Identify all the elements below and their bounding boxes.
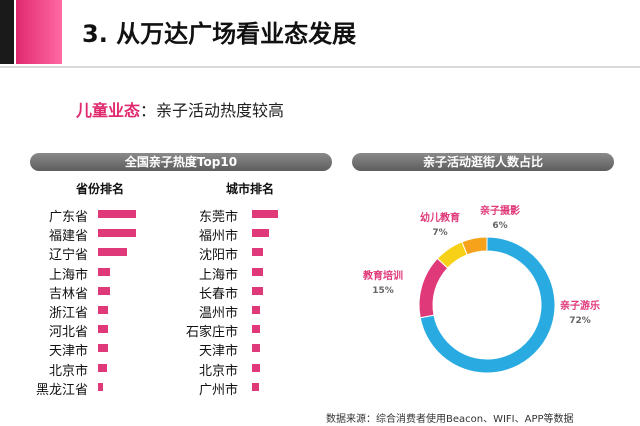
province-bar xyxy=(98,248,127,257)
data-source-note: 数据来源：综合消费者使用Beacon、WIFI、APP等数据 xyxy=(326,414,574,425)
city-bar xyxy=(252,229,270,238)
city-bar xyxy=(252,248,264,257)
city-row: 长春市 xyxy=(0,283,320,302)
donut-slice xyxy=(461,236,488,256)
province-bar xyxy=(98,305,108,314)
donut-slice xyxy=(419,236,556,374)
province-label: 上海市 xyxy=(48,267,88,283)
subtitle-sep: ： xyxy=(140,101,157,120)
province-row: 北京市 xyxy=(0,360,320,379)
subtitle: 儿童业态：亲子活动热度较高 xyxy=(76,97,284,121)
province-label: 河北省 xyxy=(48,325,88,341)
province-bar xyxy=(98,210,136,218)
city-row: 石家庄市 xyxy=(0,321,320,340)
donut-slice xyxy=(418,257,449,319)
city-bar xyxy=(252,305,261,314)
donut-slice xyxy=(436,241,468,269)
donut-slice-pct: 15% xyxy=(372,286,394,296)
header-bar: 3. 从万达广场看业态发展 xyxy=(0,0,640,64)
subtitle-highlight: 儿童业态 xyxy=(76,101,141,120)
province-row: 吉林省 xyxy=(0,283,320,302)
city-row: 温州市 xyxy=(0,302,320,321)
province-bar xyxy=(98,382,104,391)
top10-panel-title: 全国亲子热度Top10 xyxy=(30,153,332,171)
province-row: 浙江省 xyxy=(0,302,320,321)
province-rank-list: 广东省福建省辽宁省上海市吉林省浙江省河北省天津市北京市黑龙江省 xyxy=(0,206,320,398)
province-label: 天津市 xyxy=(48,344,88,360)
province-label: 黑龙江省 xyxy=(35,382,88,398)
city-label: 广州市 xyxy=(198,382,238,398)
city-bar xyxy=(252,344,261,353)
province-label: 辽宁省 xyxy=(48,248,88,264)
share-panel-title: 亲子活动逛街人数占比 xyxy=(352,153,614,171)
header-divider xyxy=(0,66,640,68)
city-row: 沈阳市 xyxy=(0,244,320,263)
city-row: 天津市 xyxy=(0,340,320,359)
donut-slice-pct: 7% xyxy=(432,228,447,238)
province-label: 吉林省 xyxy=(48,286,88,302)
province-bar xyxy=(98,286,111,295)
province-row: 广东省 xyxy=(0,206,320,225)
province-label: 浙江省 xyxy=(48,305,88,321)
province-row: 辽宁省 xyxy=(0,244,320,263)
province-bar xyxy=(98,229,136,238)
province-bar xyxy=(98,267,111,276)
city-label: 石家庄市 xyxy=(185,325,238,341)
province-row: 河北省 xyxy=(0,321,320,340)
city-label: 天津市 xyxy=(198,344,238,360)
city-label: 福州市 xyxy=(198,229,238,245)
donut-slice-label: 教育培训 xyxy=(362,269,403,282)
city-bar xyxy=(252,363,261,372)
province-row: 上海市 xyxy=(0,264,320,283)
subtitle-text: 亲子活动热度较高 xyxy=(156,101,285,120)
donut-slice-label: 幼儿教育 xyxy=(420,211,460,224)
page-title: 3. 从万达广场看业态发展 xyxy=(82,20,357,48)
city-row: 东莞市 xyxy=(0,206,320,225)
province-label: 北京市 xyxy=(48,363,88,379)
city-label: 北京市 xyxy=(198,363,238,379)
city-label: 上海市 xyxy=(198,267,238,283)
city-row: 广州市 xyxy=(0,379,320,398)
city-label: 东莞市 xyxy=(198,210,238,225)
province-bar xyxy=(98,363,108,372)
city-row: 北京市 xyxy=(0,360,320,379)
province-bar xyxy=(98,344,108,353)
city-label: 沈阳市 xyxy=(198,248,238,264)
city-bar xyxy=(252,210,278,218)
city-bar xyxy=(252,325,261,334)
donut-slice-pct: 6% xyxy=(492,221,507,231)
province-row: 黑龙江省 xyxy=(0,379,320,398)
city-label: 长春市 xyxy=(198,286,238,302)
donut-slice-label: 亲子游乐 xyxy=(560,299,600,312)
city-row: 上海市 xyxy=(0,264,320,283)
city-rank-list: 东莞市福州市沈阳市上海市长春市温州市石家庄市天津市北京市广州市 xyxy=(0,206,320,398)
province-bar xyxy=(98,325,108,334)
header-accent-pink xyxy=(16,0,62,64)
city-bar xyxy=(252,286,264,295)
city-rank-header: 城市排名 xyxy=(226,182,275,196)
province-label: 广东省 xyxy=(48,210,88,225)
province-label: 福建省 xyxy=(48,229,88,245)
header-accent-black xyxy=(0,0,14,64)
city-bar xyxy=(252,382,259,391)
donut-slice-label: 亲子摄影 xyxy=(480,204,520,217)
city-row: 福州市 xyxy=(0,225,320,244)
province-row: 福建省 xyxy=(0,225,320,244)
city-bar xyxy=(252,267,264,276)
city-label: 温州市 xyxy=(198,305,238,321)
province-rank-header: 省份排名 xyxy=(76,182,125,196)
province-row: 天津市 xyxy=(0,340,320,359)
donut-slice-pct: 72% xyxy=(569,316,591,326)
